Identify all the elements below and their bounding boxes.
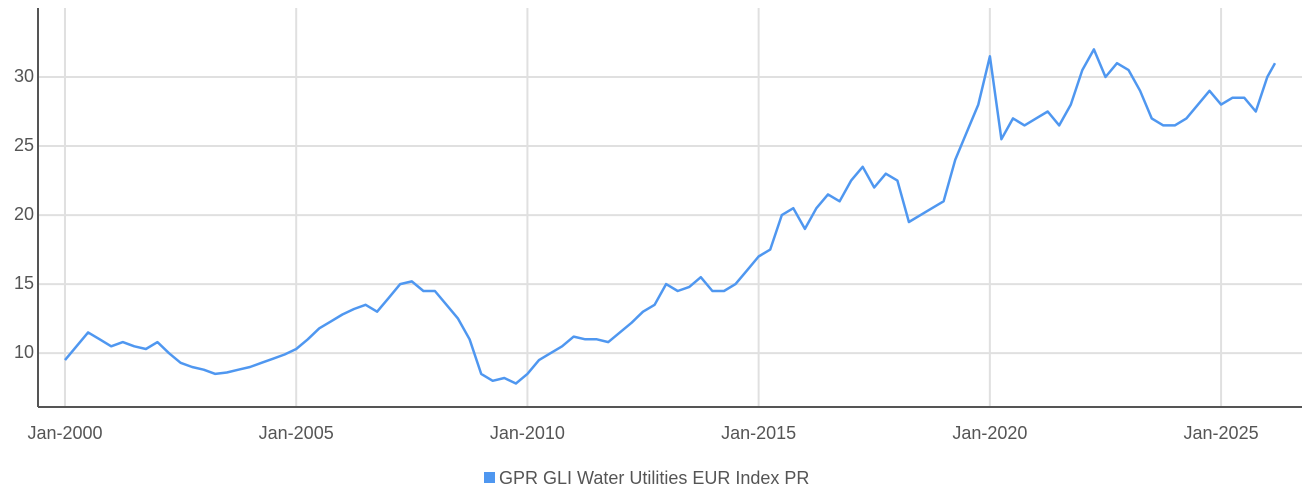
legend-label: GPR GLI Water Utilities EUR Index PR xyxy=(499,468,809,488)
x-tick-label: Jan-2015 xyxy=(721,423,796,443)
y-tick-label: 10 xyxy=(14,342,34,362)
y-tick-label: 15 xyxy=(14,273,34,293)
x-tick-label: Jan-2010 xyxy=(490,423,565,443)
y-tick-label: 25 xyxy=(14,135,34,155)
series-line xyxy=(64,48,1277,385)
y-tick-label: 30 xyxy=(14,66,34,86)
legend-swatch xyxy=(484,472,495,483)
x-tick-label: Jan-2000 xyxy=(27,423,102,443)
x-tick-label: Jan-2020 xyxy=(952,423,1027,443)
x-tick-label: Jan-2025 xyxy=(1184,423,1259,443)
x-tick-label: Jan-2005 xyxy=(259,423,334,443)
y-tick-label: 20 xyxy=(14,204,34,224)
